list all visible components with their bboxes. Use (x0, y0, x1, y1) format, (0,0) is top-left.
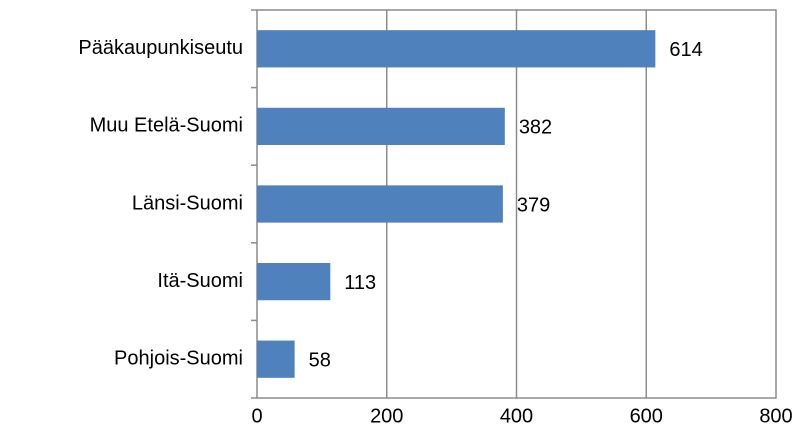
x-tick-label: 600 (630, 405, 663, 427)
y-tick-label: Itä-Suomi (157, 270, 243, 292)
value-label: 382 (519, 117, 552, 139)
value-label: 58 (309, 349, 331, 371)
x-tick-label: 400 (500, 405, 533, 427)
bar (257, 107, 505, 146)
y-tick-label: Länsi-Suomi (132, 192, 243, 214)
bar (257, 340, 295, 378)
value-label: 379 (517, 194, 550, 216)
value-label: 614 (669, 39, 702, 61)
bar (257, 262, 331, 301)
y-tick-label: Pääkaupunkiseutu (78, 37, 243, 59)
y-tick-label: Pohjois-Suomi (114, 347, 243, 369)
x-tick-label: 0 (251, 405, 262, 427)
x-tick-label: 800 (759, 405, 792, 427)
y-tick-label: Muu Etelä-Suomi (90, 115, 243, 137)
value-label: 113 (344, 272, 376, 294)
x-tick-label: 200 (370, 405, 403, 427)
bar (257, 185, 503, 223)
bar (257, 30, 656, 68)
